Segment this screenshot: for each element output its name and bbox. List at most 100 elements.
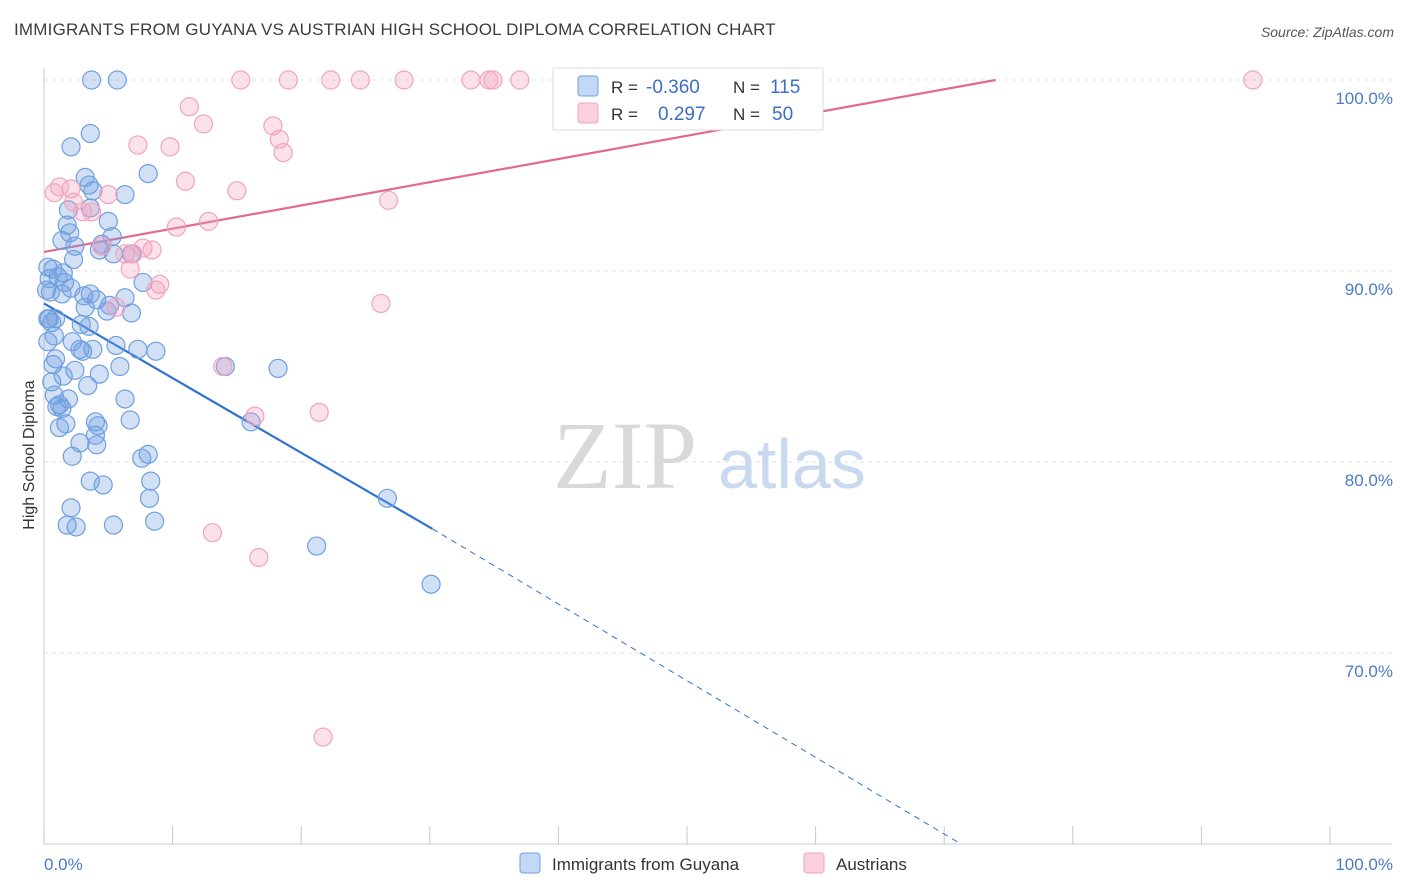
guyana-point-50 (106, 335, 126, 356)
austrians-point-29 (199, 211, 219, 231)
legend-label-guyana: Immigrants from Guyana (552, 855, 740, 874)
watermark-atlas: atlas (718, 425, 866, 503)
data-points (36, 70, 1263, 747)
r-label-guyana: R = (611, 78, 638, 97)
guyana-point-59 (65, 360, 85, 380)
y-tick-label-80: 80.0% (1345, 471, 1393, 490)
austrians-point-23 (98, 185, 118, 205)
austrians-point-34 (123, 244, 143, 264)
austrians-point-1 (278, 70, 298, 90)
legend-swatch-austrians (803, 852, 825, 874)
guyana-point-15 (102, 227, 122, 247)
austrians-trend-line (43, 78, 996, 253)
austrians-point-0 (231, 70, 251, 90)
guyana-point-77 (49, 418, 70, 438)
austrians-point-22 (44, 183, 64, 203)
y-axis-label: High School Diploma (21, 380, 38, 530)
austrians-point-44 (202, 523, 223, 543)
austrians-point-30 (166, 217, 187, 237)
y-tick-label-100: 100.0% (1335, 89, 1393, 108)
guyana-point-60 (53, 366, 73, 386)
guyana-point-58 (110, 356, 130, 377)
stats-swatch-guyana (577, 75, 599, 97)
r-value-guyana: -0.360 (646, 77, 700, 98)
austrians-point-35 (115, 244, 135, 264)
austrians-point-40 (371, 293, 391, 314)
austrians-point-2 (321, 70, 341, 90)
chart-title: IMMIGRANTS FROM GUYANA VS AUSTRIAN HIGH … (14, 20, 776, 39)
x-tick-label-max: 100.0% (1335, 855, 1393, 874)
guyana-point-31 (52, 284, 72, 304)
austrians-point-17 (160, 137, 180, 157)
guyana-point-65 (268, 358, 288, 379)
axes: 70.0% 80.0% 90.0% 100.0% 0.0% 100.0% (43, 68, 1393, 874)
austrians-point-31 (92, 236, 112, 256)
austrians-point-24 (227, 181, 247, 201)
austrians-point-10 (1243, 70, 1263, 90)
austrians-point-5 (461, 70, 481, 90)
r-label-austrians: R = (611, 105, 638, 124)
n-label-austrians: N = (733, 105, 760, 124)
guyana-point-85 (93, 475, 113, 495)
austrians-point-13 (193, 114, 214, 134)
austrians-point-12 (179, 97, 199, 117)
guyana-point-2 (80, 123, 100, 144)
n-value-guyana: 115 (770, 77, 800, 98)
guyana-point-53 (72, 341, 93, 361)
austrians-point-8 (510, 70, 530, 90)
r-value-austrians: 0.297 (658, 104, 706, 125)
guyana-point-38 (75, 297, 95, 317)
guyana-point-87 (139, 488, 160, 508)
stats-swatch-austrians (577, 102, 599, 124)
guyana-point-3 (61, 137, 81, 157)
n-label-guyana: N = (733, 78, 760, 97)
x-tick-label-min: 0.0% (44, 855, 83, 874)
guyana-point-8 (115, 185, 135, 205)
guyana-point-82 (62, 446, 82, 466)
guyana-point-40 (45, 309, 66, 329)
austrians-point-16 (128, 135, 148, 155)
austrians-point-46 (313, 727, 333, 747)
guyana-point-78 (85, 425, 106, 445)
guyana-point-0 (81, 70, 102, 90)
austrians-point-43 (309, 402, 329, 422)
legend-swatch-guyana (519, 852, 541, 874)
austrians-point-36 (120, 259, 140, 279)
austrians-point-45 (249, 547, 269, 568)
austrians-point-25 (379, 190, 399, 210)
austrians-point-18 (273, 142, 293, 163)
watermark-zip: ZIP (553, 402, 697, 509)
austrians-point-39 (106, 297, 126, 317)
guyana-point-71 (47, 397, 67, 417)
austrians-point-20 (175, 171, 196, 191)
guyana-point-23 (63, 249, 84, 270)
stats-legend: R = -0.360 N = 115 R = 0.297 N = 50 (552, 67, 824, 131)
watermark: ZIP atlas (553, 402, 866, 509)
austrians-point-33 (142, 240, 162, 260)
austrians-point-42 (245, 406, 265, 426)
guyana-point-54 (128, 339, 148, 359)
guyana-point-80 (87, 435, 107, 455)
guyana-point-90 (144, 511, 165, 531)
guyana-point-55 (146, 341, 166, 361)
guyana-point-43 (39, 309, 59, 329)
guyana-point-20 (103, 244, 124, 264)
guyana-point-47 (79, 316, 99, 336)
austrians-point-38 (146, 280, 166, 300)
guyana-point-92 (66, 517, 86, 537)
legend-label-austrians: Austrians (836, 855, 907, 874)
austrians-point-3 (350, 70, 370, 90)
guyana-point-74 (120, 410, 140, 430)
guyana-trend-extension (432, 528, 962, 845)
guyana-point-83 (132, 448, 152, 468)
guyana-point-94 (307, 536, 327, 556)
guyana-point-12 (57, 215, 77, 235)
guyana-point-95 (421, 574, 441, 594)
austrians-point-7 (483, 70, 503, 90)
grid (44, 79, 1392, 654)
guyana-point-1 (107, 70, 127, 90)
guyana-point-63 (78, 376, 98, 396)
guyana-point-93 (103, 515, 124, 535)
guyana-point-88 (377, 488, 397, 508)
